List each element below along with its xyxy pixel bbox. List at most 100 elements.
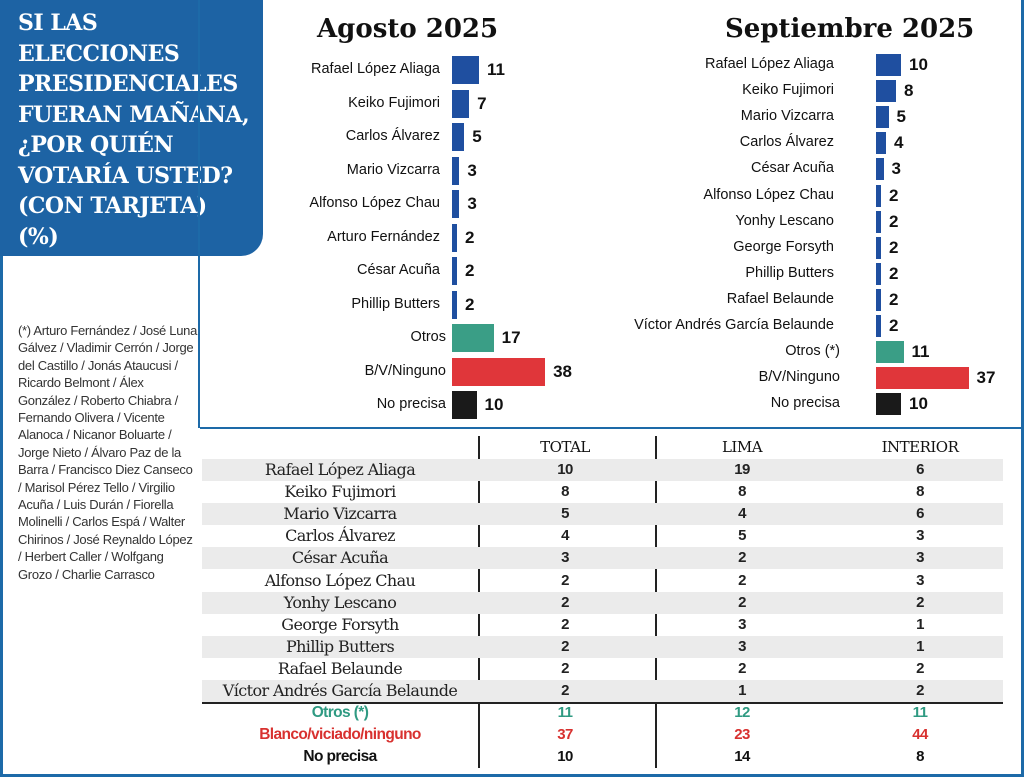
bar bbox=[452, 89, 470, 118]
category-label: Alfonso López Chau bbox=[703, 186, 834, 203]
category-label: B/V/Ninguno bbox=[364, 362, 446, 379]
bar bbox=[452, 223, 457, 252]
bar bbox=[876, 80, 896, 103]
value-label: 10 bbox=[484, 395, 504, 414]
value-label: 2 bbox=[889, 316, 899, 335]
value-label: 2 bbox=[465, 261, 475, 280]
category-label: César Acuña bbox=[356, 262, 440, 278]
cell-value: 1 bbox=[916, 637, 924, 655]
value-label: 2 bbox=[889, 237, 899, 257]
row-name: Keiko Fujimori bbox=[284, 482, 396, 502]
category-label: B/V/Ninguno bbox=[758, 369, 840, 386]
bar bbox=[876, 184, 881, 207]
cell-value: 2 bbox=[561, 593, 569, 611]
bar bbox=[876, 262, 881, 285]
row-name: Otros (*) bbox=[311, 704, 369, 722]
bar bbox=[876, 288, 881, 311]
cell-value: 37 bbox=[557, 726, 573, 744]
value-label: 38 bbox=[553, 361, 573, 381]
table-row: Keiko Fujimori 8 8 8 bbox=[202, 481, 1003, 503]
footnote: (*) Arturo Fernández / José Luna Gálvez … bbox=[18, 323, 198, 582]
cell-value: 3 bbox=[561, 549, 569, 567]
cell-value: 6 bbox=[916, 461, 924, 478]
cell-value: 2 bbox=[916, 593, 924, 611]
cell-value: 2 bbox=[916, 659, 924, 677]
value-label: 8 bbox=[904, 81, 914, 101]
cell-value: 2 bbox=[738, 571, 746, 589]
bar bbox=[452, 391, 477, 419]
value-label: 10 bbox=[909, 55, 928, 74]
chart-title: SI LAS ELECCIONES PRESIDENCIALES FUERAN … bbox=[0, 0, 263, 256]
cell-value: 1 bbox=[916, 615, 924, 633]
cell-value: 10 bbox=[557, 748, 573, 766]
cell-value: 3 bbox=[916, 571, 924, 589]
value-label: 2 bbox=[465, 294, 475, 314]
category-label: Otros bbox=[410, 329, 446, 345]
value-label: 3 bbox=[891, 159, 901, 179]
value-label: 11 bbox=[486, 60, 505, 79]
row-name: Blanco/viciado/ninguno bbox=[259, 726, 421, 744]
cell-value: 5 bbox=[561, 505, 569, 523]
row-name: Mario Vizcarra bbox=[283, 504, 397, 524]
cell-value: 8 bbox=[561, 483, 569, 501]
bar bbox=[452, 56, 479, 84]
cell-value: 2 bbox=[561, 659, 569, 677]
value-label: 17 bbox=[501, 328, 521, 347]
value-label: 2 bbox=[889, 289, 899, 309]
cell-value: 2 bbox=[561, 682, 569, 699]
category-label: No precisa bbox=[770, 395, 840, 412]
cell-value: 11 bbox=[557, 704, 573, 722]
table-row: César Acuña 3 2 3 bbox=[202, 547, 1003, 570]
cell-value: 3 bbox=[738, 637, 746, 655]
table-row: Rafael López Aliaga 10 19 6 bbox=[202, 459, 1003, 481]
divider bbox=[198, 0, 200, 428]
table-row: George Forsyth 2 3 1 bbox=[202, 614, 1003, 636]
value-label: 2 bbox=[889, 263, 899, 283]
category-label: César Acuña bbox=[750, 160, 834, 177]
cell-value: 12 bbox=[734, 704, 750, 722]
value-label: 2 bbox=[889, 185, 899, 205]
table-row: Phillip Butters 2 3 1 bbox=[202, 635, 1003, 658]
bar bbox=[452, 357, 546, 386]
cell-value: 2 bbox=[738, 593, 746, 611]
value-label: 7 bbox=[477, 93, 487, 113]
table-row: Mario Vizcarra 5 4 6 bbox=[202, 503, 1003, 526]
category-label: Rafael López Aliaga bbox=[705, 56, 834, 72]
category-label: Yonhy Lescano bbox=[735, 212, 834, 229]
row-name: Carlos Álvarez bbox=[285, 526, 395, 546]
category-label: Rafael López Aliaga bbox=[311, 61, 440, 77]
cell-value: 8 bbox=[916, 748, 924, 766]
value-label: 2 bbox=[889, 211, 899, 231]
category-label: Carlos Álvarez bbox=[739, 134, 834, 151]
cell-value: 44 bbox=[912, 726, 928, 744]
bar bbox=[876, 158, 884, 181]
category-label: Víctor Andrés García Belaunde bbox=[634, 317, 834, 333]
bar bbox=[452, 290, 457, 319]
category-label: Alfonso López Chau bbox=[309, 195, 440, 211]
category-label: No precisa bbox=[376, 396, 446, 412]
column-header: LIMA bbox=[721, 438, 763, 456]
cell-value: 10 bbox=[557, 461, 573, 478]
bar bbox=[452, 257, 457, 285]
value-label: 3 bbox=[467, 160, 477, 180]
row-name: César Acuña bbox=[291, 548, 389, 568]
cell-value: 4 bbox=[561, 527, 569, 545]
value-label: 5 bbox=[896, 107, 906, 127]
table-row: Rafael Belaunde 2 2 2 bbox=[202, 658, 1003, 680]
bar bbox=[876, 106, 889, 129]
cell-value: 19 bbox=[734, 461, 750, 478]
cell-value: 2 bbox=[561, 571, 569, 589]
cell-value: 8 bbox=[916, 483, 924, 501]
cell-value: 11 bbox=[912, 704, 928, 722]
cell-value: 14 bbox=[734, 748, 750, 766]
bar bbox=[876, 132, 886, 155]
category-label: George Forsyth bbox=[733, 238, 834, 255]
cell-value: 6 bbox=[916, 505, 924, 523]
bar bbox=[876, 393, 901, 416]
cell-value: 1 bbox=[738, 682, 746, 699]
category-label: Keiko Fujimori bbox=[742, 82, 834, 99]
bar bbox=[452, 156, 460, 185]
table-row: Alfonso López Chau 2 2 3 bbox=[202, 570, 1003, 592]
value-label: 4 bbox=[894, 133, 904, 153]
cell-value: 2 bbox=[561, 615, 569, 633]
